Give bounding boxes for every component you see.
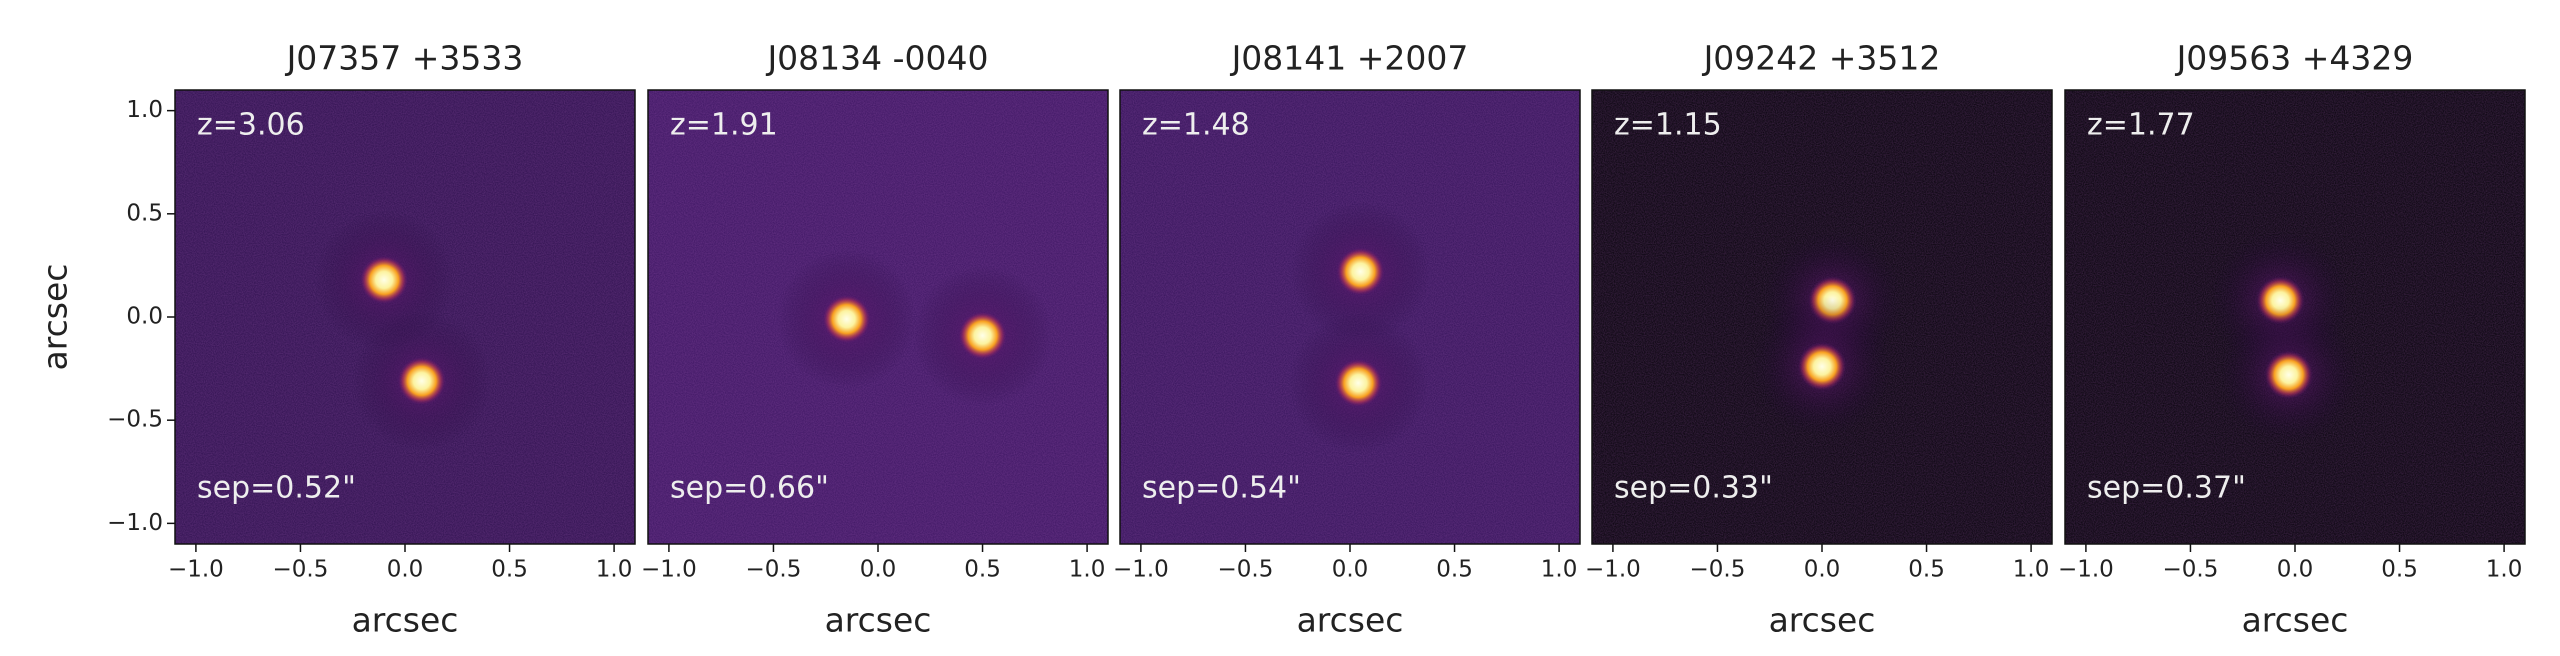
separation-label: sep=0.33" [1614, 471, 1773, 506]
x-axis-label: arcsec [2242, 601, 2349, 640]
redshift-label: z=1.15 [1614, 108, 1722, 143]
panel: J08141 +2007 z=1.48 sep=0.54" −1.0 −0.5 0.0 0.… [1113, 39, 1581, 640]
y-tick-label: 1.0 [126, 97, 163, 123]
source [397, 356, 446, 405]
x-tick-label: −0.5 [1690, 557, 1746, 583]
x-tick-label: 1.0 [596, 557, 633, 583]
y-tick-label: −0.5 [107, 407, 163, 433]
x-tick-label: 0.0 [860, 557, 897, 583]
y-tick-label: 0.0 [126, 304, 163, 330]
x-tick-label: 0.5 [1908, 557, 1945, 583]
y-tick-label: 0.5 [126, 200, 163, 226]
panel: J09242 +3512 z=1.15 sep=0.33" −1.0 −0.5 0.0 0.… [1585, 39, 2053, 640]
x-axis-label: arcsec [352, 601, 459, 640]
panel: J09563 +4329 z=1.77 sep=0.37" −1.0 −0.5 0.0 0.… [2058, 39, 2526, 640]
x-tick-label: −1.0 [1113, 557, 1169, 583]
x-tick-label: 1.0 [2486, 557, 2523, 583]
panel-title: J07357 +3533 [285, 39, 524, 78]
x-tick-label: −0.5 [2163, 557, 2219, 583]
separation-label: sep=0.52" [197, 471, 356, 506]
source [2264, 350, 2313, 399]
source [1336, 247, 1385, 296]
x-tick-label: 0.5 [1436, 557, 1473, 583]
source [1798, 342, 1846, 391]
x-axis-label: arcsec [1297, 601, 1404, 640]
x-tick-label: −1.0 [641, 557, 697, 583]
source [360, 255, 409, 304]
x-tick-label: 1.0 [1069, 557, 1106, 583]
x-tick-label: 0.0 [387, 557, 424, 583]
x-tick-label: −0.5 [746, 557, 802, 583]
x-tick-label: 0.5 [964, 557, 1001, 583]
panel-title: J09563 +4329 [2175, 39, 2414, 78]
x-tick-label: 0.5 [2381, 557, 2418, 583]
x-tick-label: 0.0 [1332, 557, 1369, 583]
x-axis-label: arcsec [825, 601, 932, 640]
source [822, 295, 871, 344]
redshift-label: z=3.06 [197, 108, 305, 143]
panel-title: J08141 +2007 [1230, 39, 1469, 78]
y-axis-label: arcsec [36, 264, 75, 371]
separation-label: sep=0.37" [2087, 471, 2246, 506]
x-tick-label: −1.0 [2058, 557, 2114, 583]
x-tick-label: 0.5 [491, 557, 528, 583]
x-tick-label: −1.0 [1585, 557, 1641, 583]
x-axis-label: arcsec [1769, 601, 1876, 640]
x-tick-label: 0.0 [1804, 557, 1841, 583]
redshift-label: z=1.77 [2087, 108, 2195, 143]
source [958, 311, 1007, 360]
panel: J08134 -0040 z=1.91 sep=0.66" −1.0 −0.5 0.0 0.… [641, 39, 1109, 640]
x-tick-label: 0.0 [2277, 557, 2314, 583]
x-tick-label: −0.5 [1218, 557, 1274, 583]
x-tick-label: −0.5 [273, 557, 329, 583]
x-tick-label: −1.0 [168, 557, 224, 583]
redshift-label: z=1.91 [670, 108, 778, 143]
y-tick-label: −1.0 [107, 510, 163, 536]
panel-title: J09242 +3512 [1702, 39, 1941, 78]
panel-title: J08134 -0040 [765, 39, 988, 78]
separation-label: sep=0.66" [670, 471, 829, 506]
redshift-label: z=1.48 [1142, 108, 1250, 143]
panel: J07357 +3533 z=3.06 sep=0.52" −1.0 −0.5 0.0 0.… [36, 39, 636, 640]
x-tick-label: 1.0 [2013, 557, 2050, 583]
source [1334, 359, 1383, 408]
x-tick-label: 1.0 [1541, 557, 1578, 583]
separation-label: sep=0.54" [1142, 471, 1301, 506]
